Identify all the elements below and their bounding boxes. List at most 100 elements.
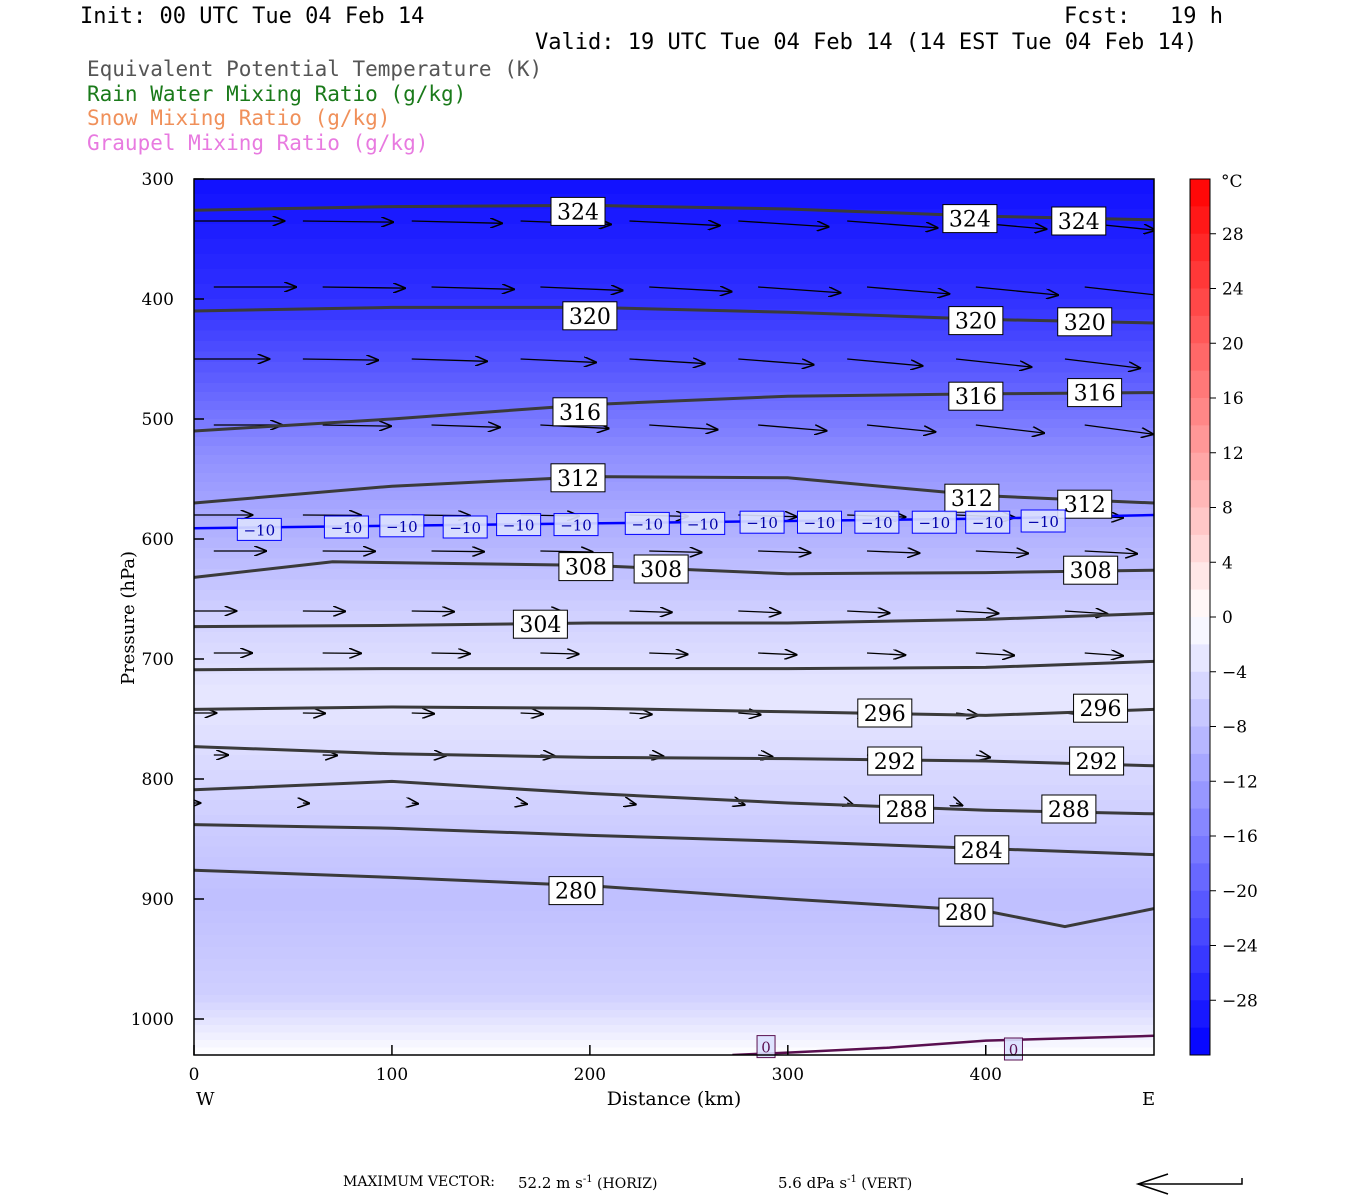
wind-vector (975, 424, 1044, 433)
temp-band (194, 419, 1154, 429)
temp-band (194, 911, 1154, 924)
wind-vector (1084, 653, 1123, 656)
temp-label-minus10: −10 (861, 514, 893, 532)
theta-e-contour-324 (194, 203, 1154, 222)
temp-band (194, 372, 1154, 384)
legend-theta-e: Equivalent Potential Temperature (K) (87, 57, 543, 81)
horiz-exp: -1 (582, 1174, 593, 1185)
contour-label-box (1063, 555, 1119, 585)
temp-label-box (965, 510, 1011, 534)
temp-band (194, 437, 1154, 447)
colorbar-swatch (1190, 863, 1210, 892)
temp-label-minus10: −10 (972, 514, 1004, 532)
wind-vector (866, 653, 905, 655)
wind-vector (758, 286, 840, 293)
wind-vector (431, 287, 514, 289)
temp-band (194, 1002, 1154, 1011)
x-tick-label-0: 0 (189, 1065, 200, 1085)
temp-band (194, 179, 1154, 195)
temp-band (194, 1025, 1154, 1034)
wind-vector (540, 425, 608, 428)
temp-band (194, 846, 1154, 858)
colorbar-tick-label--16: −16 (1222, 827, 1258, 847)
contour-label-316: 316 (955, 385, 997, 410)
temp-label-minus10: −10 (331, 519, 363, 537)
init-time: Init: 00 UTC Tue 04 Feb 14 (80, 4, 425, 29)
temp-band (194, 857, 1154, 869)
wind-vector (411, 359, 487, 361)
colorbar-swatch (1190, 398, 1210, 426)
wind-vector (629, 713, 651, 714)
contour-label-284: 284 (961, 839, 1003, 864)
temp-band (194, 320, 1154, 332)
theta-e-contour-292 (194, 745, 1154, 768)
colorbar-tick-label--8: −8 (1222, 718, 1247, 738)
temp-band (194, 995, 1154, 1004)
horiz-value: 52.2 m s (518, 1174, 583, 1192)
temp-band (194, 878, 1154, 890)
temp-label-box (756, 1035, 776, 1059)
wind-vector (322, 287, 405, 288)
temp-label-box (379, 514, 425, 538)
temp-band (194, 621, 1154, 633)
contour-label-312: 312 (951, 487, 993, 512)
temp-band (194, 684, 1154, 696)
contour-label-308: 308 (640, 558, 682, 583)
cross-section-chart: 324 324 324 320 320 320 316 316 316 312 312 312 308 3… (118, 170, 1258, 1110)
colorbar-swatch (1190, 480, 1210, 508)
plot-frame (193, 178, 1155, 1056)
temp-band (194, 1040, 1154, 1049)
wind-vector (738, 803, 744, 805)
wind-vector (412, 803, 418, 804)
reference-vector-arrow-icon (1135, 1173, 1243, 1195)
theta-e-contour-288 (194, 779, 1154, 816)
contour-label-292: 292 (1076, 750, 1118, 775)
temp-band (194, 579, 1154, 591)
x-axis-west-label: W (196, 1089, 215, 1110)
wind-vector (629, 803, 635, 804)
colorbar-swatch (1190, 918, 1210, 946)
colorbar-swatch (1190, 233, 1210, 262)
legend-snow: Snow Mixing Ratio (g/kg) (87, 106, 391, 130)
colorbar-swatch (1190, 343, 1210, 372)
colorbar-swatch (1190, 890, 1210, 919)
theta-e-contour-312 (194, 475, 1154, 505)
contour-label-312: 312 (557, 467, 599, 492)
temp-label-box (496, 513, 542, 537)
temp-band (194, 284, 1154, 300)
theta-e-contour-308 (194, 560, 1154, 579)
colorbar-tick-label--24: −24 (1222, 937, 1258, 957)
temp-band (194, 947, 1154, 960)
colorbar-swatch (1190, 836, 1210, 864)
wind-vector (955, 358, 1031, 367)
wind-vector (758, 424, 826, 431)
wind-vector (738, 713, 760, 715)
wind-vector (431, 551, 484, 552)
temp-band (194, 500, 1154, 510)
temp-band (194, 653, 1154, 665)
contour-label-320: 320 (955, 310, 997, 335)
colorbar-swatch (1190, 1027, 1210, 1056)
colorbar-swatch (1190, 1000, 1210, 1029)
contour-label-box (558, 552, 614, 582)
wind-vector (649, 755, 663, 756)
colorbar-swatch (1190, 261, 1210, 289)
colorbar-swatch (1190, 288, 1210, 317)
theta-e-contour-300 (194, 659, 1154, 672)
theta-e-contour-320 (194, 305, 1154, 325)
contour-label-box (857, 698, 913, 728)
temp-label-box (680, 511, 726, 535)
x-axis-label: Distance (km) (607, 1088, 742, 1110)
temp-label-box (323, 515, 369, 539)
y-tick-label-500: 500 (142, 410, 174, 430)
temp-band (194, 446, 1154, 456)
colorbar-swatch (1190, 617, 1210, 645)
wind-vector (540, 551, 592, 552)
wind-vector (975, 286, 1058, 295)
temp-band (194, 548, 1154, 560)
y-tick-label-600: 600 (142, 530, 174, 550)
wind-vector (629, 611, 671, 612)
y-tick-label-400: 400 (142, 290, 174, 310)
colorbar-swatch (1190, 425, 1210, 454)
wind-vector (540, 287, 622, 290)
